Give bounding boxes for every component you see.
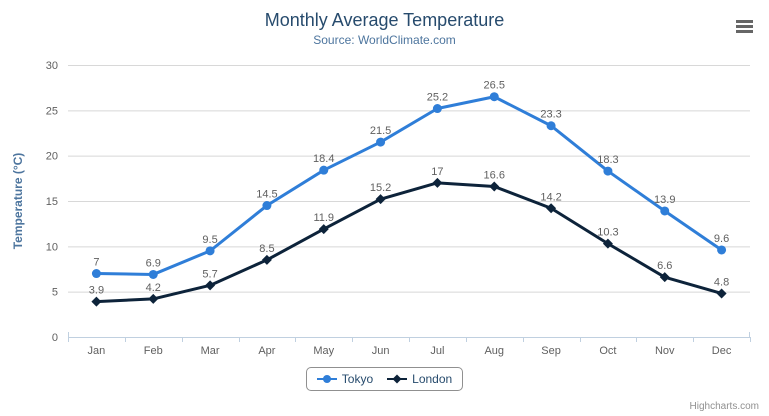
data-label-tokyo-apr: 14.5 xyxy=(256,189,277,201)
x-axis-label: Jul xyxy=(430,345,444,357)
tokyo-point-jan[interactable] xyxy=(91,269,101,279)
london-point-feb[interactable] xyxy=(148,293,159,304)
legend-item-tokyo[interactable]: Tokyo xyxy=(316,372,374,386)
london-point-jul[interactable] xyxy=(432,177,443,188)
data-label-tokyo-nov: 13.9 xyxy=(654,194,675,206)
london-point-nov[interactable] xyxy=(659,272,670,283)
data-label-london-jan: 3.9 xyxy=(89,285,104,297)
london-series-line xyxy=(94,181,724,304)
london-point-aug[interactable] xyxy=(489,181,500,192)
london-series-marker-icon xyxy=(387,374,408,384)
data-label-london-jun: 15.2 xyxy=(370,182,391,194)
data-label-london-nov: 6.6 xyxy=(657,260,672,272)
y-axis-label: 15 xyxy=(46,196,58,208)
tokyo-point-feb[interactable] xyxy=(148,269,158,279)
data-label-tokyo-oct: 18.3 xyxy=(597,154,618,166)
data-label-tokyo-feb: 6.9 xyxy=(146,257,161,269)
data-label-london-sep: 14.2 xyxy=(540,191,561,203)
tokyo-series-line xyxy=(94,95,724,276)
london-point-may[interactable] xyxy=(318,224,329,235)
x-axis-label: Jun xyxy=(372,345,390,357)
data-label-london-apr: 8.5 xyxy=(259,243,274,255)
credits-link[interactable]: Highcharts.com xyxy=(689,401,759,412)
x-axis-label: Oct xyxy=(599,345,616,357)
x-axis-label: Apr xyxy=(258,345,275,357)
data-label-tokyo-mar: 9.5 xyxy=(202,234,217,246)
data-label-tokyo-aug: 26.5 xyxy=(484,80,505,92)
export-menu-button[interactable] xyxy=(736,20,755,35)
data-label-tokyo-may: 18.4 xyxy=(313,153,334,165)
data-label-london-mar: 5.7 xyxy=(202,268,217,280)
data-label-tokyo-sep: 23.3 xyxy=(540,109,561,121)
x-axis-label: Jan xyxy=(88,345,106,357)
legend-label-tokyo: Tokyo xyxy=(341,372,374,386)
x-axis-label: Dec xyxy=(712,345,732,357)
y-axis-label: 20 xyxy=(46,151,58,163)
y-axis-label: 30 xyxy=(46,60,58,72)
tokyo-point-jun[interactable] xyxy=(376,137,386,147)
y-axis-label: 5 xyxy=(52,287,58,299)
x-axis-label: May xyxy=(313,345,334,357)
y-axis-title: Temperature (°C) xyxy=(11,152,25,250)
legend: Tokyo London xyxy=(0,367,769,391)
x-axis-label: Nov xyxy=(655,345,675,357)
data-label-london-dec: 4.8 xyxy=(714,276,729,288)
chart-subtitle: Source: WorldClimate.com xyxy=(313,33,456,47)
tokyo-point-dec[interactable] xyxy=(717,245,727,255)
chart-title: Monthly Average Temperature xyxy=(264,10,505,30)
data-label-tokyo-dec: 9.6 xyxy=(714,233,729,245)
data-label-tokyo-jun: 21.5 xyxy=(370,125,391,137)
data-label-london-jul: 17 xyxy=(431,166,443,178)
y-axis-label: 0 xyxy=(52,332,58,344)
london-point-mar[interactable] xyxy=(205,280,216,291)
x-axis-label: Aug xyxy=(484,345,504,357)
tokyo-point-may[interactable] xyxy=(319,165,329,175)
tokyo-point-sep[interactable] xyxy=(546,121,556,131)
tokyo-series-marker-icon xyxy=(316,375,337,383)
data-label-london-aug: 16.6 xyxy=(484,169,505,181)
hamburger-icon xyxy=(736,20,753,33)
x-axis-label: Feb xyxy=(144,345,163,357)
x-axis-label: Mar xyxy=(201,345,220,357)
data-label-london-may: 11.9 xyxy=(313,212,334,224)
tokyo-point-nov[interactable] xyxy=(660,206,670,216)
london-point-sep[interactable] xyxy=(546,203,557,214)
london-point-jun[interactable] xyxy=(375,194,386,205)
legend-box: Tokyo London xyxy=(305,367,464,391)
data-label-tokyo-jan: 7 xyxy=(93,257,99,269)
data-label-tokyo-jul: 25.2 xyxy=(427,92,448,104)
tokyo-point-apr[interactable] xyxy=(262,201,272,211)
tokyo-point-mar[interactable] xyxy=(205,246,215,256)
london-point-jan[interactable] xyxy=(91,296,102,307)
london-point-dec[interactable] xyxy=(716,288,727,299)
y-axis-label: 25 xyxy=(46,105,58,117)
tokyo-point-oct[interactable] xyxy=(603,166,613,176)
london-point-oct[interactable] xyxy=(602,238,613,249)
legend-label-london: London xyxy=(412,372,453,386)
data-label-london-feb: 4.2 xyxy=(146,282,161,294)
legend-item-london[interactable]: London xyxy=(387,372,452,386)
tokyo-point-aug[interactable] xyxy=(489,92,499,102)
london-point-apr[interactable] xyxy=(261,254,272,265)
data-label-london-oct: 10.3 xyxy=(597,227,618,239)
tokyo-point-jul[interactable] xyxy=(432,104,442,114)
y-axis-label: 10 xyxy=(46,241,58,253)
x-axis-label: Sep xyxy=(541,345,561,357)
